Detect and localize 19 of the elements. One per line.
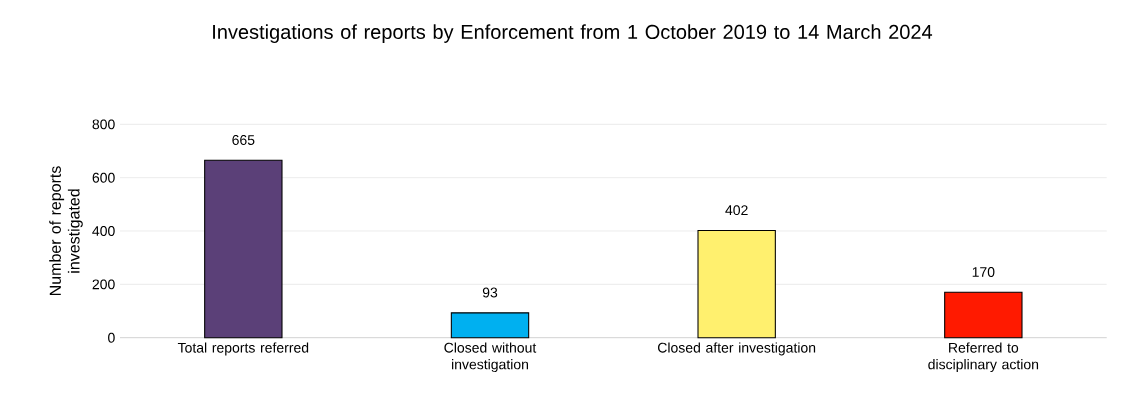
x-tick-label: Closed after investigation	[658, 342, 816, 356]
chart-title: Investigations of reports by Enforcement from 1 October 2019 to 14 March 2024	[213, 24, 933, 43]
y-tick-label: 600	[92, 172, 115, 183]
data-label: 402	[725, 205, 748, 216]
bar	[204, 159, 283, 339]
x-tick-label: Closed without investigation	[444, 342, 537, 373]
y-axis-title: Number of reports investigated	[49, 166, 83, 296]
bar	[450, 312, 530, 339]
bar	[944, 291, 1023, 339]
data-label: 170	[972, 267, 995, 277]
x-tick-label: Referred to disciplinary action	[928, 342, 1039, 373]
y-tick-label: 800	[92, 119, 115, 130]
data-label: 665	[232, 135, 255, 145]
y-tick-label: 0	[108, 332, 115, 343]
y-tick-label: 400	[92, 226, 115, 236]
x-tick-label: Total reports referred	[177, 342, 309, 356]
data-label: 93	[482, 287, 498, 298]
bar	[697, 229, 776, 339]
y-tick-label: 200	[92, 279, 115, 290]
